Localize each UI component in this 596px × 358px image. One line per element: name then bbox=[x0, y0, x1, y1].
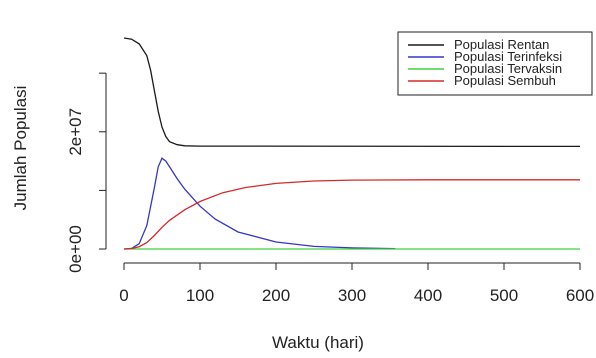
legend-box bbox=[397, 31, 593, 96]
x-tick-label: 600 bbox=[566, 286, 594, 305]
x-tick-label: 400 bbox=[414, 286, 442, 305]
plot-area bbox=[123, 37, 581, 250]
y-axis-label: Jumlah Populasi bbox=[11, 86, 30, 211]
series-line-0 bbox=[123, 37, 581, 148]
legend-label: Populasi Terinfeksi bbox=[454, 49, 562, 64]
series-line-1 bbox=[123, 157, 396, 250]
legend-label: Populasi Sembuh bbox=[454, 73, 556, 88]
x-axis-label: Waktu (hari) bbox=[272, 333, 364, 352]
x-tick-label: 300 bbox=[338, 286, 366, 305]
x-axis: 0 100 200 300 400 500 600 bbox=[119, 262, 594, 305]
series-line-3 bbox=[123, 179, 580, 250]
x-tick-label: 0 bbox=[119, 286, 128, 305]
y-axis: 0e+00 2e+07 bbox=[66, 72, 107, 273]
legend-label: Populasi Tervaksin bbox=[454, 61, 562, 76]
x-tick-label: 500 bbox=[490, 286, 518, 305]
x-tick-label: 200 bbox=[262, 286, 290, 305]
legend-label: Populasi Rentan bbox=[454, 37, 549, 52]
y-tick-label: 0e+00 bbox=[66, 225, 85, 273]
y-tick-label: 2e+07 bbox=[66, 108, 85, 156]
x-tick-label: 100 bbox=[186, 286, 214, 305]
